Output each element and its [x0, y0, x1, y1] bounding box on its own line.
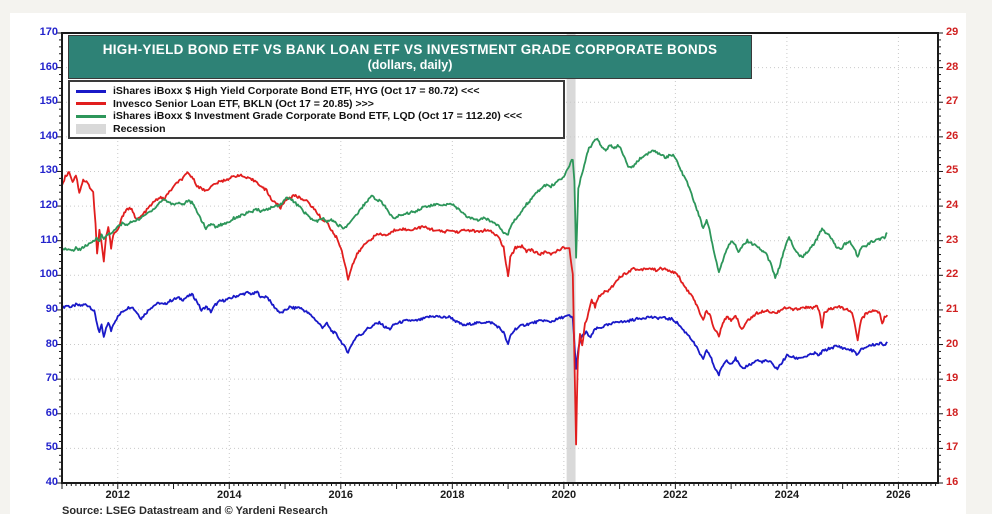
window-edge-left	[0, 0, 10, 514]
right-axis-tick-label: 26	[946, 129, 959, 142]
left-axis-tick-label: 170	[39, 26, 58, 38]
legend-label-hyg: iShares iBoxx $ High Yield Corporate Bon…	[113, 85, 480, 98]
right-axis-tick-label: 20	[946, 337, 959, 350]
legend-label-recession: Recession	[113, 122, 166, 135]
legend-swatch-hyg	[76, 89, 106, 93]
window-edge-right	[966, 0, 992, 514]
left-axis-tick-label: 50	[45, 441, 58, 454]
legend-label-lqd: iShares iBoxx $ Investment Grade Corpora…	[113, 110, 523, 123]
right-axis-tick-label: 21	[946, 302, 959, 315]
right-axis-tick-label: 19	[946, 372, 959, 385]
legend-box: iShares iBoxx $ High Yield Corporate Bon…	[68, 80, 565, 139]
legend-item-hyg: iShares iBoxx $ High Yield Corporate Bon…	[76, 85, 557, 98]
right-axis-tick-label: 24	[946, 199, 959, 212]
legend-item-recession: Recession	[76, 123, 557, 136]
left-axis-tick-label: 110	[40, 233, 58, 246]
x-axis-tick-label: 2014	[217, 489, 242, 501]
x-axis-tick-label: 2020	[551, 489, 577, 501]
right-axis-tick-label: 28	[946, 60, 959, 73]
chart-title-banner: HIGH-YIELD BOND ETF VS BANK LOAN ETF VS …	[68, 35, 752, 79]
bkln-series-line	[62, 171, 889, 446]
legend-label-bkln: Invesco Senior Loan ETF, BKLN (Oct 17 = …	[113, 97, 374, 110]
right-axis-tick-label: 17	[946, 441, 959, 454]
right-axis-tick-label: 18	[946, 406, 959, 419]
legend-item-bkln: Invesco Senior Loan ETF, BKLN (Oct 17 = …	[76, 98, 557, 111]
right-axis-tick-label: 23	[946, 233, 959, 246]
left-axis-tick-label: 140	[39, 129, 58, 142]
x-axis-tick-label: 2012	[105, 489, 130, 501]
chart-subtitle: (dollars, daily)	[367, 58, 453, 72]
right-axis-tick-label: 29	[946, 26, 959, 38]
left-axis-tick-label: 150	[39, 95, 58, 108]
chart-title: HIGH-YIELD BOND ETF VS BANK LOAN ETF VS …	[102, 42, 718, 57]
lqd-series-line	[62, 137, 888, 280]
left-axis-tick-label: 160	[39, 60, 58, 73]
legend-swatch-recession	[76, 123, 106, 134]
x-axis-tick-label: 2024	[774, 489, 800, 501]
right-axis-tick-label: 16	[946, 476, 959, 488]
right-axis-tick-label: 22	[946, 268, 959, 281]
legend-swatch-bkln	[76, 102, 106, 106]
left-axis-tick-label: 120	[39, 199, 58, 212]
x-axis-tick-label: 2016	[328, 489, 354, 501]
x-axis-tick-label: 2018	[440, 489, 465, 501]
left-axis-tick-label: 70	[45, 372, 58, 385]
left-axis-tick-label: 90	[45, 302, 58, 315]
left-axis-tick-label: 130	[39, 164, 58, 177]
x-axis-tick-label: 2022	[663, 489, 688, 501]
left-axis-tick-label: 40	[45, 476, 58, 488]
left-axis-tick-label: 60	[45, 406, 58, 419]
right-axis-tick-label: 27	[946, 95, 959, 108]
legend-swatch-lqd	[76, 114, 106, 118]
window-edge-top	[0, 0, 992, 13]
right-axis-tick-label: 25	[946, 164, 959, 177]
left-axis-tick-label: 80	[45, 337, 58, 350]
left-axis-tick-label: 100	[39, 268, 58, 281]
legend-item-lqd: iShares iBoxx $ Investment Grade Corpora…	[76, 110, 557, 123]
x-axis-tick-label: 2026	[886, 489, 911, 501]
hyg-series-line	[62, 290, 888, 377]
plot-border	[61, 32, 939, 484]
source-note: Source: LSEG Datastream and © Yardeni Re…	[62, 505, 328, 517]
